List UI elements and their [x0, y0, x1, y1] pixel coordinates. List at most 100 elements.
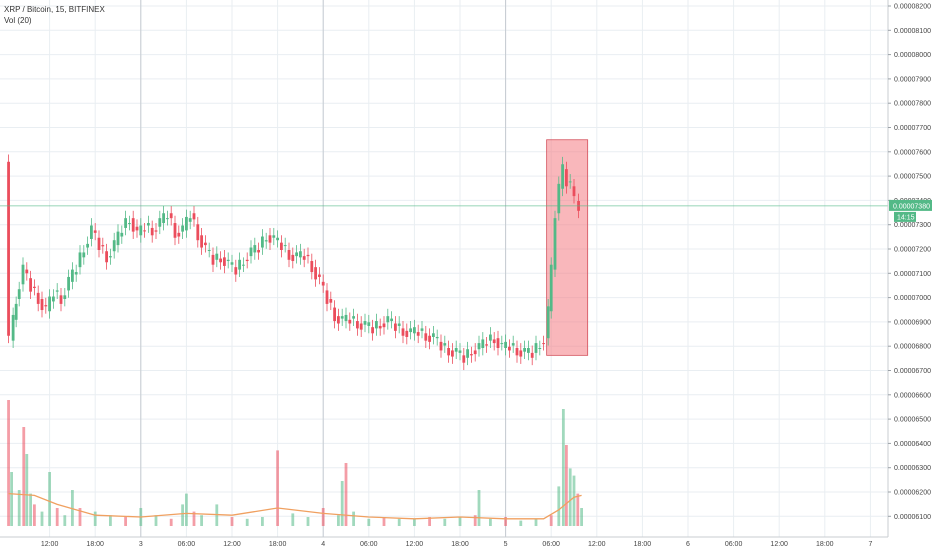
candle-body: [86, 243, 89, 248]
candle-body: [52, 296, 55, 302]
candle-body: [219, 258, 222, 263]
volume-bar: [580, 508, 583, 526]
price-axis[interactable]: 0.00008200 0.00008100 0.00008000 0.00007900…: [887, 0, 932, 537]
candle-body: [519, 350, 523, 357]
symbol-title[interactable]: XRP / Bitcoin, 15, BITFINEX: [4, 5, 105, 14]
candle-body: [378, 325, 382, 329]
time-tick-label: 18:00: [451, 541, 469, 548]
time-tick-label: 6: [686, 541, 690, 548]
candle-body: [435, 336, 439, 339]
price-tick-label: 0.00006700: [894, 368, 931, 375]
candle-body: [386, 316, 390, 323]
candle-body: [109, 256, 112, 258]
candle-body: [496, 338, 500, 348]
candle-body: [124, 218, 127, 228]
candle-body: [82, 252, 86, 258]
volume-bar: [124, 517, 127, 526]
countdown-label: 14:15: [897, 214, 915, 221]
chart-legend: XRP / Bitcoin, 15, BITFINEX Vol (20): [4, 4, 105, 26]
volume-bar: [568, 468, 572, 526]
candle-body: [234, 267, 238, 275]
candle-body: [169, 213, 173, 219]
candle-body: [397, 323, 401, 326]
candle-body: [14, 303, 18, 320]
volume-bar: [25, 454, 29, 526]
candle-body: [40, 299, 44, 311]
volume-bar: [55, 508, 59, 526]
price-tick-label: 0.00008100: [894, 28, 931, 35]
candle-body: [329, 299, 333, 303]
time-axis[interactable]: 12:00 18:00 3 06:00 12:00 18:00 4 06:00 12:00 18:…: [0, 536, 888, 548]
candle-body: [253, 245, 257, 253]
candle-body: [59, 295, 63, 304]
candle-body: [238, 259, 241, 270]
candle-body: [177, 232, 181, 237]
candle-body: [557, 183, 561, 214]
candle-body: [538, 348, 542, 349]
volume-bar: [519, 520, 523, 526]
volume-bar: [17, 490, 21, 526]
candle-body: [371, 327, 374, 334]
volume-bar: [181, 504, 184, 526]
volume-bar: [93, 511, 97, 526]
price-tick-label: 0.00006100: [894, 514, 931, 521]
volume-bar: [549, 515, 553, 526]
candle-body: [116, 231, 120, 246]
candle-body: [340, 316, 344, 319]
candle-body: [44, 305, 48, 307]
price-tick-label: 0.00007000: [894, 295, 931, 302]
volume-bar: [48, 472, 51, 526]
volume-bar: [413, 518, 416, 526]
candle-body: [321, 281, 325, 286]
candle-body: [188, 218, 192, 222]
candle-body: [162, 213, 165, 224]
volume-bar: [78, 508, 82, 526]
volume-bar: [29, 493, 32, 526]
candle-body: [356, 321, 359, 329]
time-tick-label: 12:00: [406, 541, 424, 548]
candle-body: [473, 350, 477, 355]
volume-bar: [473, 515, 477, 526]
candle-body: [523, 348, 526, 352]
candle-body: [154, 230, 158, 232]
volume-bar: [367, 518, 371, 526]
candle-body: [33, 286, 36, 288]
price-tick-label: 0.00006500: [894, 417, 931, 424]
volume-ma-line: [8, 492, 582, 520]
countdown-tag: [894, 211, 916, 222]
candle-body: [561, 164, 564, 189]
candle-body: [268, 235, 272, 243]
price-tick-label: 0.00006900: [894, 319, 931, 326]
candle-body: [333, 307, 336, 322]
candle-body: [291, 254, 295, 262]
volume-bar: [154, 515, 158, 526]
candle-body: [283, 245, 287, 247]
candle-body: [173, 223, 177, 238]
candle-body: [549, 264, 553, 312]
candle-body: [17, 289, 21, 299]
candle-body: [276, 237, 279, 241]
candle-body: [280, 242, 283, 250]
candle-body: [511, 343, 515, 346]
candle-body: [93, 230, 97, 233]
volume-indicator-label[interactable]: Vol (20): [4, 16, 32, 25]
candle-body: [470, 354, 473, 356]
candle-body: [310, 261, 314, 273]
volume-bar: [428, 517, 431, 526]
price-tick-label: 0.00007500: [894, 174, 931, 181]
candle-body: [458, 350, 462, 353]
candle-body: [375, 321, 378, 329]
candle-body: [97, 237, 101, 250]
time-tick-label: 06:00: [542, 541, 560, 548]
candle-body: [211, 254, 215, 265]
candle-body: [112, 240, 116, 252]
time-tick-label: 12:00: [223, 541, 241, 548]
volume-bar: [344, 463, 348, 526]
price-tick-label: 0.00007300: [894, 222, 931, 229]
volume-bar: [340, 481, 344, 526]
candle-body: [462, 355, 466, 363]
volume-bar: [33, 504, 36, 526]
volume-bar: [565, 445, 568, 526]
candle-body: [565, 169, 568, 187]
